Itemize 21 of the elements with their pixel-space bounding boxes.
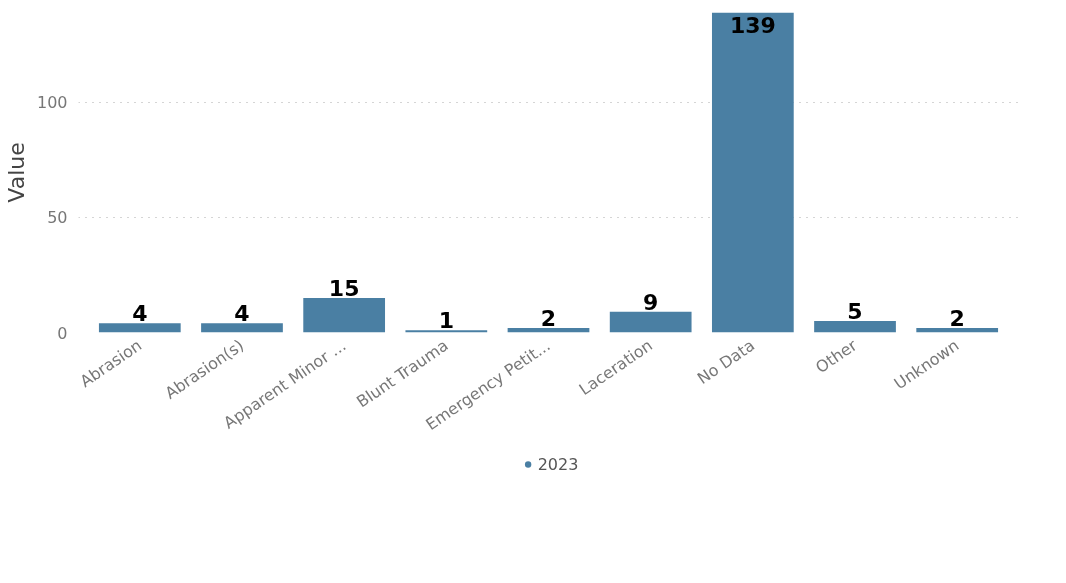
data-label: 4	[132, 301, 148, 327]
data-label: 2	[949, 305, 965, 331]
data-label: 15	[328, 275, 360, 301]
data-label: 4	[234, 301, 250, 327]
y-tick-label: 100	[36, 93, 68, 113]
bar	[303, 297, 386, 333]
bar	[201, 323, 283, 333]
bar	[609, 311, 692, 333]
legend-label: 2023	[537, 454, 579, 474]
y-tick-label: 0	[57, 323, 68, 343]
bar	[98, 323, 181, 333]
data-label: 139	[729, 12, 776, 38]
data-label: 9	[643, 289, 659, 315]
data-label: 2	[540, 305, 557, 331]
data-label: 1	[438, 308, 454, 334]
bar	[711, 12, 794, 333]
data-label: 5	[847, 298, 863, 324]
y-axis-title: Value	[3, 142, 29, 203]
bar	[814, 320, 896, 333]
y-tick-label: 50	[47, 208, 68, 228]
x-tick-label: No Data	[693, 335, 759, 389]
